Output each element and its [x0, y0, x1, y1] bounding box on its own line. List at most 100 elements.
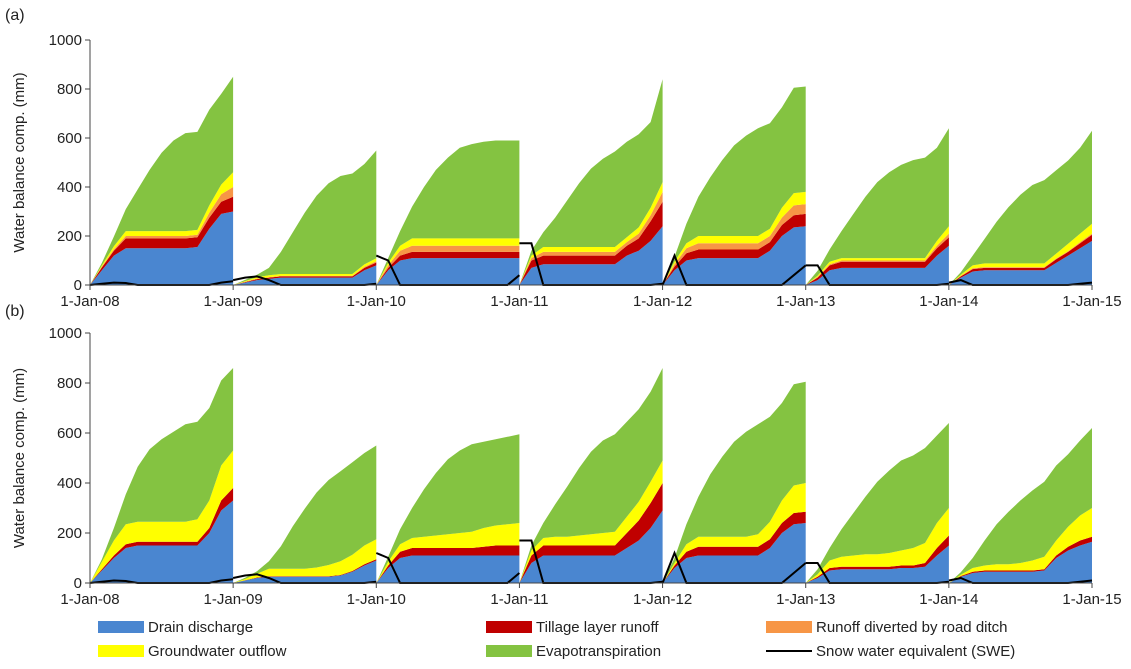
area-drain [948, 541, 1092, 583]
area-drain [805, 545, 949, 583]
x-tick-label: 1-Jan-13 [776, 591, 835, 608]
legend-swatch [486, 621, 532, 633]
x-tick-label: 1-Jan-14 [919, 293, 978, 310]
area-drain [662, 523, 806, 583]
area-tillage [519, 483, 663, 583]
legend-swatch [98, 645, 144, 657]
y-axis-label: Water balance comp. (mm) [11, 72, 28, 252]
area-drain [805, 245, 949, 285]
area-et [233, 445, 377, 583]
year-block-5 [661, 86, 807, 286]
area-et [90, 368, 234, 583]
legend-label: Evapotranspiration [536, 643, 661, 660]
area-tillage [948, 536, 1092, 583]
area-et [805, 423, 949, 583]
area-et [233, 150, 377, 285]
area-groundwater [805, 508, 949, 583]
area-tillage [90, 488, 234, 583]
y-axis-label: Water balance comp. (mm) [11, 368, 28, 548]
x-tick-label: 1-Jan-10 [347, 591, 406, 608]
y-tick-label: 200 [57, 525, 82, 542]
area-et [948, 130, 1092, 285]
area-drain [90, 500, 234, 583]
year-block-2 [232, 445, 377, 584]
area-groundwater [948, 508, 1092, 583]
y-tick-label: 600 [57, 425, 82, 442]
area-groundwater [519, 460, 663, 583]
area-tillage [376, 545, 520, 583]
area-drain [376, 555, 520, 583]
area-groundwater [376, 238, 520, 285]
y-tick-label: 800 [57, 375, 82, 392]
year-block-1 [89, 368, 234, 584]
area-tillage [662, 213, 806, 285]
area-tillage [90, 196, 234, 285]
year-block-4 [519, 368, 663, 584]
area-tillage [376, 251, 520, 285]
legend-label: Runoff diverted by road ditch [816, 619, 1008, 636]
area-groundwater [376, 523, 520, 583]
legend-swatch [98, 621, 144, 633]
y-tick-label: 400 [57, 475, 82, 492]
legend-swatch [486, 645, 532, 657]
year-block-6 [805, 128, 949, 286]
year-block-1 [89, 76, 234, 286]
area-groundwater [233, 539, 377, 583]
area-tillage [519, 201, 663, 285]
y-tick-label: 1000 [49, 32, 82, 49]
area-et [519, 368, 663, 583]
area-drain [662, 226, 806, 285]
y-tick-label: 800 [57, 81, 82, 98]
legend-label: Drain discharge [148, 619, 253, 636]
area-drain [90, 211, 234, 285]
legend-item-groundwater: Groundwater outflow [98, 643, 287, 660]
year-block-4 [519, 79, 663, 286]
year-block-6 [805, 423, 949, 584]
area-road-ditch [376, 245, 520, 285]
legend-item-road-ditch: Runoff diverted by road ditch [766, 619, 1008, 636]
year-block-3 [375, 434, 521, 584]
area-et [376, 434, 520, 583]
area-et [662, 86, 806, 285]
area-groundwater [662, 483, 806, 583]
legend-item-et: Evapotranspiration [486, 643, 661, 660]
area-et [376, 140, 520, 285]
x-tick-label: 1-Jan-10 [347, 293, 406, 310]
panel-label: (b) [5, 303, 25, 320]
x-tick-label: 1-Jan-08 [60, 591, 119, 608]
area-drain [376, 258, 520, 285]
y-tick-label: 200 [57, 228, 82, 245]
area-et [948, 428, 1092, 583]
area-drain [519, 226, 663, 285]
legend-label: Snow water equivalent (SWE) [816, 643, 1015, 660]
year-block-7 [948, 130, 1093, 286]
area-drain [948, 240, 1092, 285]
legend-item-drain: Drain discharge [98, 619, 253, 636]
panel-b: 0 200 400 600 800 1000 1-Jan-08 1-Jan-09 1-Jan-1… [5, 303, 1122, 608]
year-block-7 [948, 428, 1093, 584]
area-groundwater [90, 450, 234, 583]
x-tick-label: 1-Jan-09 [204, 591, 263, 608]
x-tick-label: 1-Jan-14 [919, 591, 978, 608]
year-block-5 [661, 381, 807, 584]
x-tick-label: 1-Jan-08 [60, 293, 119, 310]
y-tick-label: 1000 [49, 325, 82, 342]
y-tick-label: 0 [74, 277, 82, 294]
x-tick-label: 1-Jan-11 [490, 293, 548, 310]
year-block-3 [375, 140, 521, 286]
x-tick-label: 1-Jan-13 [776, 293, 835, 310]
y-tick-label: 0 [74, 575, 82, 592]
x-tick-label: 1-Jan-12 [633, 293, 692, 310]
legend: Drain discharge Tillage layer runoff Runof… [98, 619, 1015, 660]
x-tick-label: 1-Jan-12 [633, 591, 692, 608]
y-tick-label: 400 [57, 179, 82, 196]
area-road-ditch [519, 191, 663, 285]
panel-label: (a) [5, 7, 25, 24]
area-tillage [662, 511, 806, 583]
x-tick-label: 1-Jan-11 [490, 591, 548, 608]
area-groundwater [519, 182, 663, 285]
area-et [519, 79, 663, 285]
area-et [662, 381, 806, 583]
area-road-ditch [662, 204, 806, 285]
